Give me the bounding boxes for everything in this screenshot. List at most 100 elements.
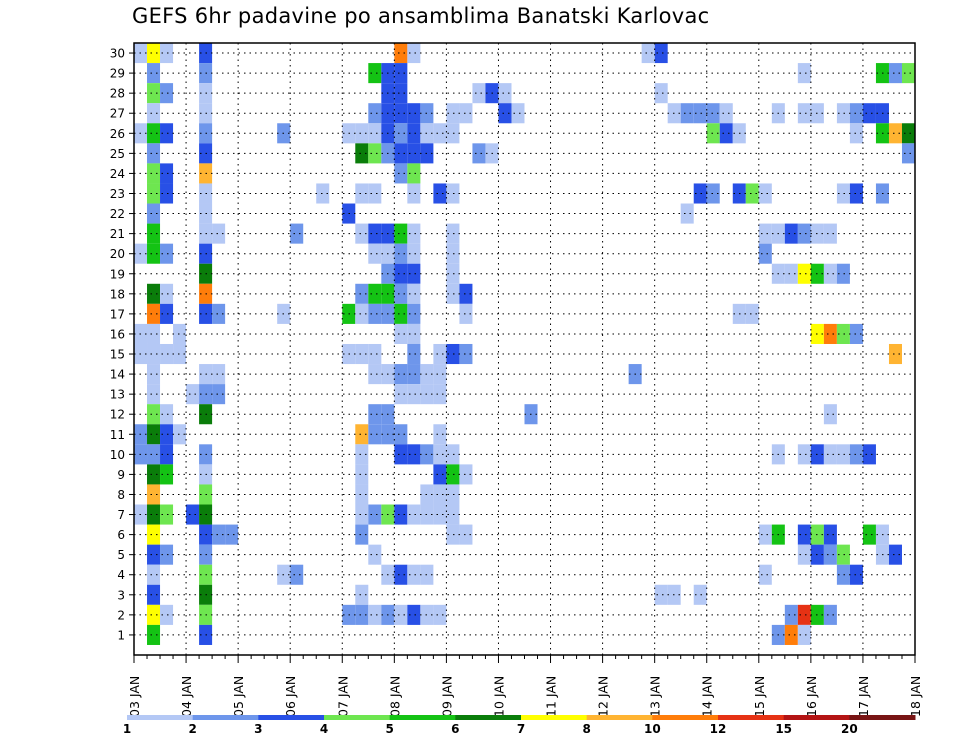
heatmap-cell <box>394 143 408 164</box>
heatmap-cell <box>758 243 772 264</box>
heatmap-cell <box>693 103 707 124</box>
legend-swatch <box>127 715 194 720</box>
heatmap-cell <box>368 223 382 244</box>
heatmap-cell <box>407 143 421 164</box>
heatmap-cell <box>797 103 811 124</box>
heatmap-cell <box>407 384 421 405</box>
heatmap-cell <box>355 504 369 525</box>
heatmap-cell <box>160 303 174 324</box>
y-tick-label: 14 <box>110 368 125 382</box>
heatmap-cell <box>147 484 161 505</box>
x-tick-label: 07 JAN <box>335 676 350 717</box>
heatmap-cell <box>394 504 408 525</box>
y-tick-label: 3 <box>117 588 125 602</box>
heatmap-cell <box>394 243 408 264</box>
heatmap-cell <box>394 103 408 124</box>
heatmap-cell <box>368 283 382 304</box>
heatmap-cell <box>212 384 226 405</box>
heatmap-cell <box>355 424 369 445</box>
heatmap-cell <box>160 83 174 104</box>
heatmap-cell <box>511 103 525 124</box>
heatmap-cell <box>147 103 161 124</box>
heatmap-cell <box>394 63 408 84</box>
heatmap-cell <box>472 83 486 104</box>
legend-threshold-label: 15 <box>775 722 792 736</box>
y-tick-label: 7 <box>117 508 125 522</box>
heatmap-cell <box>368 143 382 164</box>
heatmap-cell <box>147 404 161 425</box>
heatmap-cell <box>368 404 382 425</box>
legend-threshold-label: 12 <box>710 722 727 736</box>
heatmap-cell <box>355 303 369 324</box>
y-tick-label: 17 <box>110 307 125 321</box>
heatmap-cell <box>459 103 473 124</box>
heatmap-cell <box>147 564 161 585</box>
heatmap-cell <box>368 103 382 124</box>
heatmap-cell <box>745 183 759 204</box>
heatmap-cell <box>355 283 369 304</box>
heatmap-cell <box>862 524 876 545</box>
heatmap-cell <box>147 243 161 264</box>
heatmap-cell <box>407 263 421 284</box>
heatmap-cell <box>407 103 421 124</box>
heatmap-cell <box>160 283 174 304</box>
heatmap-cell <box>147 384 161 405</box>
y-tick-label: 18 <box>110 287 125 301</box>
heatmap-cell <box>160 43 174 64</box>
heatmap-cell <box>147 43 161 64</box>
heatmap-cell <box>368 343 382 365</box>
heatmap-cell <box>433 484 447 505</box>
heatmap-cell <box>823 263 837 284</box>
heatmap-cell <box>498 103 512 124</box>
heatmap-cell <box>823 544 837 565</box>
heatmap-cell <box>888 63 902 84</box>
heatmap-cell <box>407 444 421 465</box>
heatmap-cell <box>173 323 187 344</box>
heatmap-cell <box>147 223 161 244</box>
legend-swatch <box>192 715 259 720</box>
heatmap-cell <box>446 444 460 465</box>
heatmap-cell <box>849 183 863 204</box>
heatmap-cell <box>758 524 772 545</box>
heatmap-cell <box>836 544 850 565</box>
heatmap-cell <box>459 303 473 324</box>
heatmap-cell <box>355 524 369 545</box>
heatmap-cell <box>784 604 798 625</box>
heatmap-cell <box>147 624 161 645</box>
heatmap-cell <box>394 323 408 344</box>
heatmap-cell <box>394 123 408 144</box>
heatmap-cell <box>368 303 382 324</box>
heatmap-cell <box>706 123 720 144</box>
heatmap-cell <box>394 364 408 385</box>
legend-threshold-label: 1 <box>123 722 131 736</box>
heatmap-cell <box>654 43 668 64</box>
heatmap-cell <box>394 263 408 284</box>
heatmap-cell <box>368 63 382 84</box>
heatmap-cell <box>849 103 863 124</box>
heatmap-cell <box>368 243 382 264</box>
y-tick-label: 11 <box>110 428 125 442</box>
heatmap-cell <box>433 364 447 385</box>
heatmap-cell <box>901 63 915 84</box>
heatmap-cell <box>862 444 876 465</box>
heatmap-cell <box>446 283 460 304</box>
heatmap-cell <box>797 524 811 545</box>
y-tick-label: 22 <box>110 207 125 221</box>
heatmap-cell <box>797 263 811 284</box>
y-tick-label: 2 <box>117 608 125 622</box>
heatmap-cell <box>147 203 161 224</box>
heatmap-cell <box>355 484 369 505</box>
heatmap-cell <box>654 83 668 104</box>
heatmap-cell <box>368 604 382 625</box>
heatmap-cell <box>212 303 226 324</box>
y-tick-label: 8 <box>117 488 125 502</box>
heatmap-cell <box>446 464 460 485</box>
heatmap-cell <box>147 604 161 625</box>
heatmap-cell <box>407 163 421 184</box>
heatmap-cell <box>680 103 694 124</box>
heatmap-cell <box>407 183 421 204</box>
legend-swatch <box>389 715 456 720</box>
heatmap-cell <box>888 343 902 365</box>
heatmap-cell <box>394 303 408 324</box>
y-tick-label: 23 <box>110 187 125 201</box>
